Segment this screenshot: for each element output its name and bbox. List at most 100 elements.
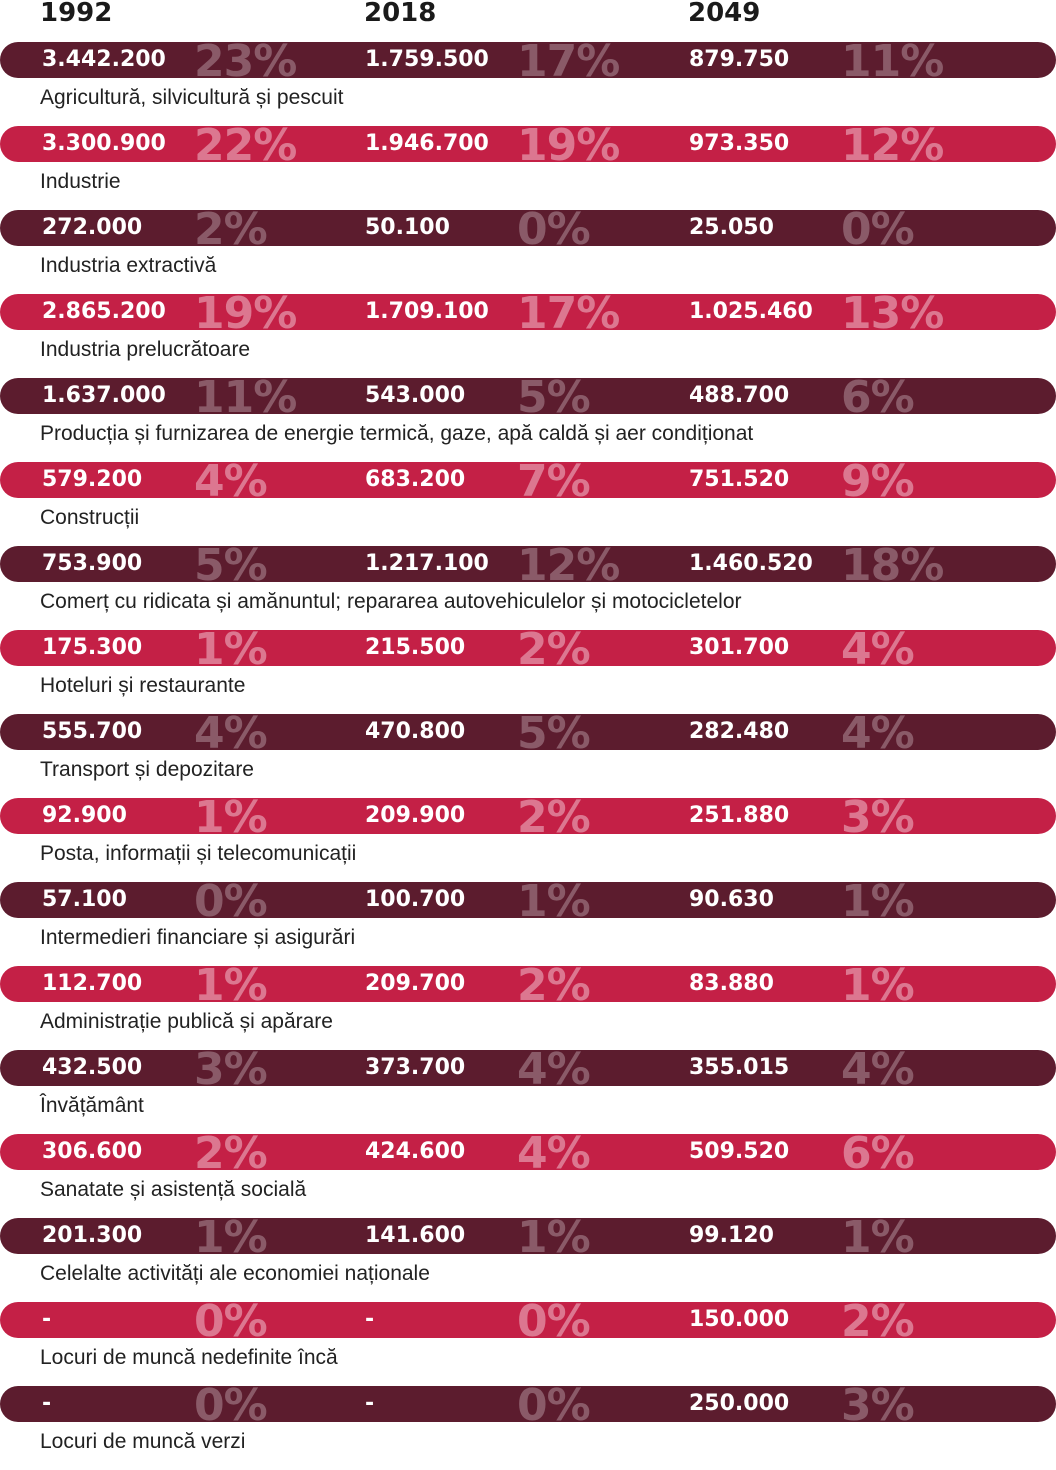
share-percent: 1%	[194, 966, 268, 1002]
sector-label: Hoteluri și restaurante	[40, 674, 246, 697]
share-percent: 5%	[517, 714, 591, 750]
employee-count: 50.100	[365, 215, 450, 240]
table-row: 5% 753.900 12% 1.217.100 18% 1.460.520 Comerț …	[0, 546, 1056, 630]
employee-count: 555.700	[42, 719, 143, 744]
share-percent: 0%	[517, 210, 591, 246]
employee-count: 509.520	[689, 1139, 790, 1164]
employee-count: 1.946.700	[365, 131, 489, 156]
row-bar: 0% - 0% - 3% 250.000	[0, 1386, 1056, 1422]
employee-count: 973.350	[689, 131, 790, 156]
employee-count: 3.442.200	[42, 47, 166, 72]
employee-count: 25.050	[689, 215, 774, 240]
share-percent: 17%	[517, 294, 620, 330]
share-percent: 3%	[841, 1386, 915, 1422]
sector-label: Transport și depozitare	[40, 758, 254, 781]
share-percent: 9%	[841, 462, 915, 498]
row-bar: 11% 1.637.000 5% 543.000 6% 488.700	[0, 378, 1056, 414]
row-bar: 0% 57.100 1% 100.700 1% 90.630	[0, 882, 1056, 918]
employee-count: 90.630	[689, 887, 774, 912]
share-percent: 0%	[194, 1386, 268, 1422]
table-row: 4% 579.200 7% 683.200 9% 751.520 Construcții	[0, 462, 1056, 546]
row-bar: 1% 112.700 2% 209.700 1% 83.880	[0, 966, 1056, 1002]
share-percent: 0%	[517, 1386, 591, 1422]
sector-label: Celelalte activități ale economiei națio…	[40, 1262, 430, 1285]
row-bar: 5% 753.900 12% 1.217.100 18% 1.460.520	[0, 546, 1056, 582]
share-percent: 0%	[841, 210, 915, 246]
sector-label: Posta, informații și telecomunicații	[40, 842, 357, 865]
table-row: 11% 1.637.000 5% 543.000 6% 488.700 Producția …	[0, 378, 1056, 462]
employee-count: 753.900	[42, 551, 143, 576]
table-row: 4% 555.700 5% 470.800 4% 282.480 Transport și …	[0, 714, 1056, 798]
employee-count: 83.880	[689, 971, 774, 996]
employee-count: 251.880	[689, 803, 790, 828]
share-percent: 2%	[194, 1134, 268, 1170]
share-percent: 3%	[841, 798, 915, 834]
row-bar: 2% 272.000 0% 50.100 0% 25.050	[0, 210, 1056, 246]
employee-count: -	[365, 1391, 375, 1416]
row-bar: 19% 2.865.200 17% 1.709.100 13% 1.025.460	[0, 294, 1056, 330]
share-percent: 23%	[194, 42, 297, 78]
share-percent: 1%	[841, 966, 915, 1002]
employee-count: -	[42, 1391, 52, 1416]
sector-label: Învățământ	[40, 1094, 144, 1117]
share-percent: 0%	[194, 1302, 268, 1338]
share-percent: 12%	[841, 126, 944, 162]
row-bar: 1% 201.300 1% 141.600 1% 99.120	[0, 1218, 1056, 1254]
table-row: 0% - 0% - 2% 150.000 Locuri de muncă nedefinit…	[0, 1302, 1056, 1386]
share-percent: 4%	[517, 1134, 591, 1170]
employee-count: 432.500	[42, 1055, 143, 1080]
row-bar: 1% 175.300 2% 215.500 4% 301.700	[0, 630, 1056, 666]
share-percent: 18%	[841, 546, 944, 582]
column-header-1992: 1992	[40, 0, 113, 28]
employee-count: 1.217.100	[365, 551, 489, 576]
sector-label: Sanatate și asistență socială	[40, 1178, 307, 1201]
employee-count: 1.709.100	[365, 299, 489, 324]
sector-label: Intermedieri financiare și asigurări	[40, 926, 356, 949]
table-row: 1% 92.900 2% 209.900 3% 251.880 Posta, informa…	[0, 798, 1056, 882]
share-percent: 4%	[517, 1050, 591, 1086]
row-bar: 3% 432.500 4% 373.700 4% 355.015	[0, 1050, 1056, 1086]
share-percent: 11%	[841, 42, 944, 78]
employee-count: 150.000	[689, 1307, 790, 1332]
share-percent: 13%	[841, 294, 944, 330]
table-row: 1% 201.300 1% 141.600 1% 99.120 Celelalte acti…	[0, 1218, 1056, 1302]
employee-count: 112.700	[42, 971, 143, 996]
share-percent: 12%	[517, 546, 620, 582]
employee-count: -	[42, 1307, 52, 1332]
sector-label: Producția și furnizarea de energie termi…	[40, 422, 754, 445]
table-row: 1% 175.300 2% 215.500 4% 301.700 Hoteluri și r…	[0, 630, 1056, 714]
row-bar: 4% 579.200 7% 683.200 9% 751.520	[0, 462, 1056, 498]
employee-count: 1.460.520	[689, 551, 813, 576]
share-percent: 2%	[517, 798, 591, 834]
employee-count: 1.759.500	[365, 47, 489, 72]
employee-count: 209.700	[365, 971, 466, 996]
share-percent: 4%	[194, 714, 268, 750]
share-percent: 17%	[517, 42, 620, 78]
share-percent: 1%	[841, 1218, 915, 1254]
employee-count: 373.700	[365, 1055, 466, 1080]
sector-label: Agricultură, silvicultură și pescuit	[40, 86, 344, 109]
employee-count: 543.000	[365, 383, 466, 408]
row-bar: 23% 3.442.200 17% 1.759.500 11% 879.750	[0, 42, 1056, 78]
sector-label: Locuri de muncă nedefinite încă	[40, 1346, 338, 1369]
employee-count: 301.700	[689, 635, 790, 660]
share-percent: 19%	[517, 126, 620, 162]
share-percent: 3%	[194, 1050, 268, 1086]
table-row: 1% 112.700 2% 209.700 1% 83.880 Administrație …	[0, 966, 1056, 1050]
share-percent: 0%	[194, 882, 268, 918]
share-percent: 1%	[517, 1218, 591, 1254]
employee-count: 424.600	[365, 1139, 466, 1164]
employee-count: 272.000	[42, 215, 143, 240]
share-percent: 4%	[841, 714, 915, 750]
employee-count: 209.900	[365, 803, 466, 828]
share-percent: 0%	[517, 1302, 591, 1338]
share-percent: 5%	[194, 546, 268, 582]
table-row: 2% 272.000 0% 50.100 0% 25.050 Industria extra…	[0, 210, 1056, 294]
table-row: 3% 432.500 4% 373.700 4% 355.015 Învățământ	[0, 1050, 1056, 1134]
employee-count: -	[365, 1307, 375, 1332]
employee-count: 355.015	[689, 1055, 790, 1080]
row-bar: 2% 306.600 4% 424.600 6% 509.520	[0, 1134, 1056, 1170]
employee-count: 282.480	[689, 719, 790, 744]
employee-count: 1.025.460	[689, 299, 813, 324]
